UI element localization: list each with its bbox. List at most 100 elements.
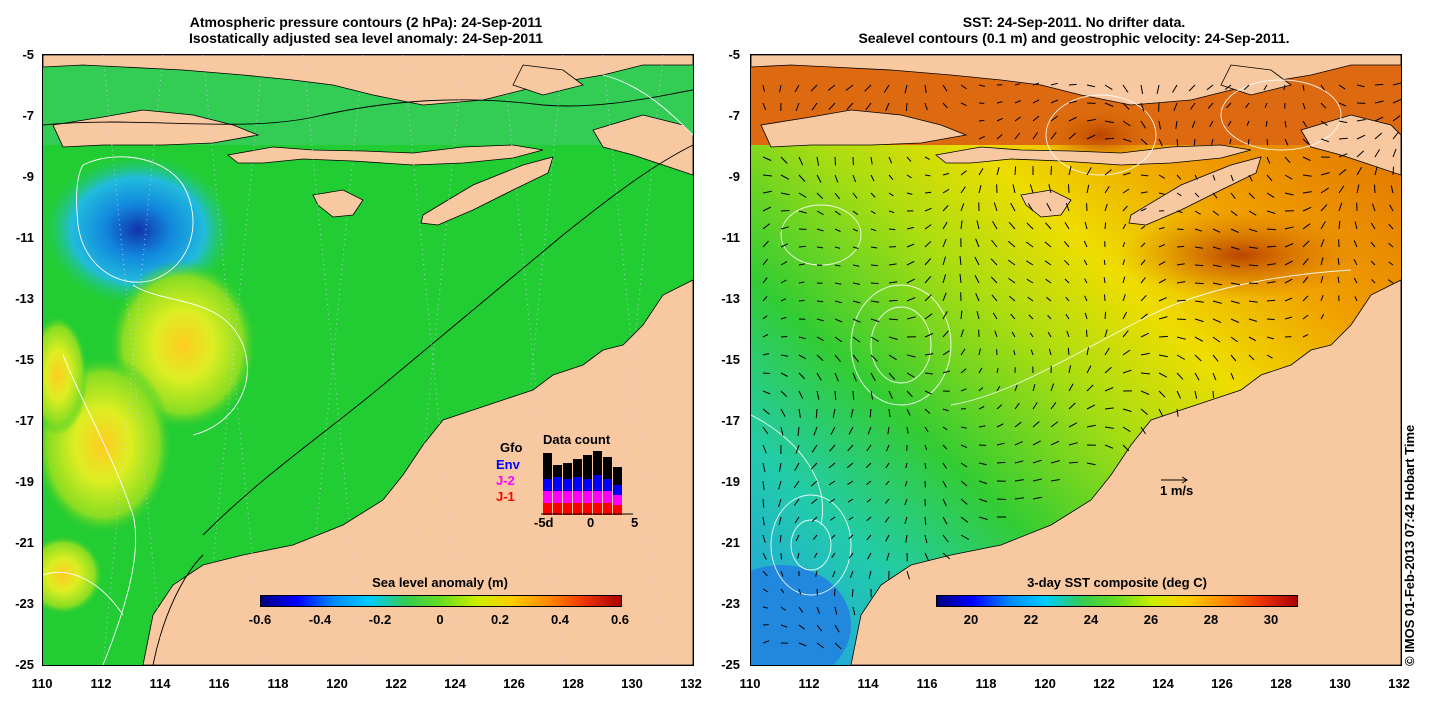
left-x-tick: 130 xyxy=(621,676,643,691)
velocity-vector xyxy=(924,156,930,160)
velocity-vector xyxy=(1374,132,1383,140)
velocity-vector xyxy=(780,624,788,628)
velocity-vector xyxy=(1226,102,1232,109)
velocity-vector xyxy=(866,444,872,452)
velocity-vector xyxy=(1176,372,1184,380)
velocity-vector xyxy=(924,408,931,414)
velocity-vector xyxy=(1194,174,1198,180)
left-y-tick: -25 xyxy=(15,657,34,672)
velocity-vector xyxy=(1338,137,1348,140)
velocity-vector xyxy=(1014,402,1020,410)
velocity-vector xyxy=(1372,203,1376,212)
velocity-vector xyxy=(888,318,898,321)
velocity-vector xyxy=(1083,259,1088,266)
velocity-vector xyxy=(828,462,836,469)
velocity-vector xyxy=(1248,336,1257,342)
velocity-vector xyxy=(1068,166,1072,176)
velocity-vector xyxy=(1086,365,1092,374)
velocity-vector xyxy=(942,205,949,212)
velocity-vector xyxy=(870,372,876,382)
velocity-vector xyxy=(850,408,854,418)
velocity-vector xyxy=(1014,479,1024,482)
velocity-vector xyxy=(870,156,873,165)
velocity-vector xyxy=(798,624,806,630)
velocity-vector xyxy=(1245,102,1250,109)
land-masses xyxy=(43,55,693,665)
velocity-vector xyxy=(1176,228,1184,230)
velocity-vector xyxy=(812,534,818,540)
velocity-vector xyxy=(1122,223,1127,230)
velocity-vector xyxy=(1302,295,1309,302)
velocity-vector xyxy=(1104,444,1114,449)
velocity-vector xyxy=(1320,138,1330,143)
velocity-vector xyxy=(780,336,788,338)
left-x-tick: 132 xyxy=(680,676,702,691)
velocity-vector xyxy=(832,408,836,418)
velocity-vector xyxy=(1068,184,1070,194)
velocity-vector xyxy=(960,480,968,487)
right-y-tick: -7 xyxy=(728,108,740,123)
velocity-vector xyxy=(942,330,949,338)
left-x-tick: 126 xyxy=(503,676,525,691)
velocity-vector xyxy=(816,210,824,216)
velocity-vector xyxy=(1084,221,1088,230)
velocity-vector xyxy=(852,390,855,400)
velocity-vector xyxy=(1337,276,1340,284)
velocity-vector xyxy=(780,588,785,594)
velocity-vector xyxy=(1284,226,1294,230)
velocity-vector xyxy=(1013,349,1016,356)
velocity-vector xyxy=(810,84,818,92)
velocity-vector xyxy=(1338,185,1345,194)
velocity-vector xyxy=(942,534,949,543)
high-anomaly-patch-4 xyxy=(43,535,103,615)
sst-colorbar-title: 3-day SST composite (deg C) xyxy=(1027,575,1207,590)
velocity-vector xyxy=(828,480,836,486)
right-y-tick: -9 xyxy=(728,169,740,184)
velocity-vector xyxy=(1084,312,1088,320)
velocity-vector xyxy=(978,184,982,194)
velocity-vector xyxy=(1302,206,1312,212)
velocity-vector xyxy=(1050,479,1060,482)
velocity-vector xyxy=(942,370,951,374)
velocity-vector xyxy=(816,300,824,303)
sst-map: 1 m/s 3-day SST composite (deg C) 20 22 … xyxy=(750,54,1402,666)
velocity-vector xyxy=(795,102,800,112)
velocity-vector xyxy=(942,480,947,488)
velocity-vector xyxy=(924,516,927,525)
velocity-vector xyxy=(888,354,897,361)
velocity-vector xyxy=(1392,131,1399,140)
velocity-vector xyxy=(924,534,928,544)
velocity-vector xyxy=(834,372,839,382)
velocity-vector xyxy=(834,210,841,216)
velocity-vector xyxy=(798,263,806,266)
right-x-tick: 130 xyxy=(1329,676,1351,691)
velocity-vector xyxy=(924,275,932,284)
velocity-vector xyxy=(1320,102,1327,109)
velocity-vector xyxy=(816,372,822,381)
velocity-vector xyxy=(870,246,878,249)
velocity-vector xyxy=(906,372,915,378)
velocity-vector xyxy=(1356,84,1365,88)
velocity-vector xyxy=(1212,228,1221,233)
velocity-vector xyxy=(830,426,836,435)
velocity-vector xyxy=(798,408,801,418)
velocity-vector xyxy=(1063,259,1070,266)
velocity-vector xyxy=(798,156,804,166)
velocity-vector xyxy=(794,84,800,93)
velocity-vector xyxy=(993,202,998,212)
velocity-vector xyxy=(1284,156,1291,164)
velocity-vector xyxy=(810,480,818,487)
velocity-vector xyxy=(1008,277,1016,284)
left-y-tick: -21 xyxy=(15,535,34,550)
velocity-vector xyxy=(1374,83,1384,86)
velocity-vector xyxy=(1156,84,1160,94)
velocity-vector xyxy=(1173,102,1178,111)
velocity-vector xyxy=(924,191,932,194)
velocity-vector xyxy=(975,238,980,248)
velocity-vector xyxy=(886,552,890,561)
velocity-vector xyxy=(1248,318,1258,322)
velocity-vector xyxy=(1046,296,1052,302)
velocity-vector xyxy=(779,534,782,543)
velocity-vector xyxy=(798,245,806,248)
velocity-vector xyxy=(1388,243,1394,248)
